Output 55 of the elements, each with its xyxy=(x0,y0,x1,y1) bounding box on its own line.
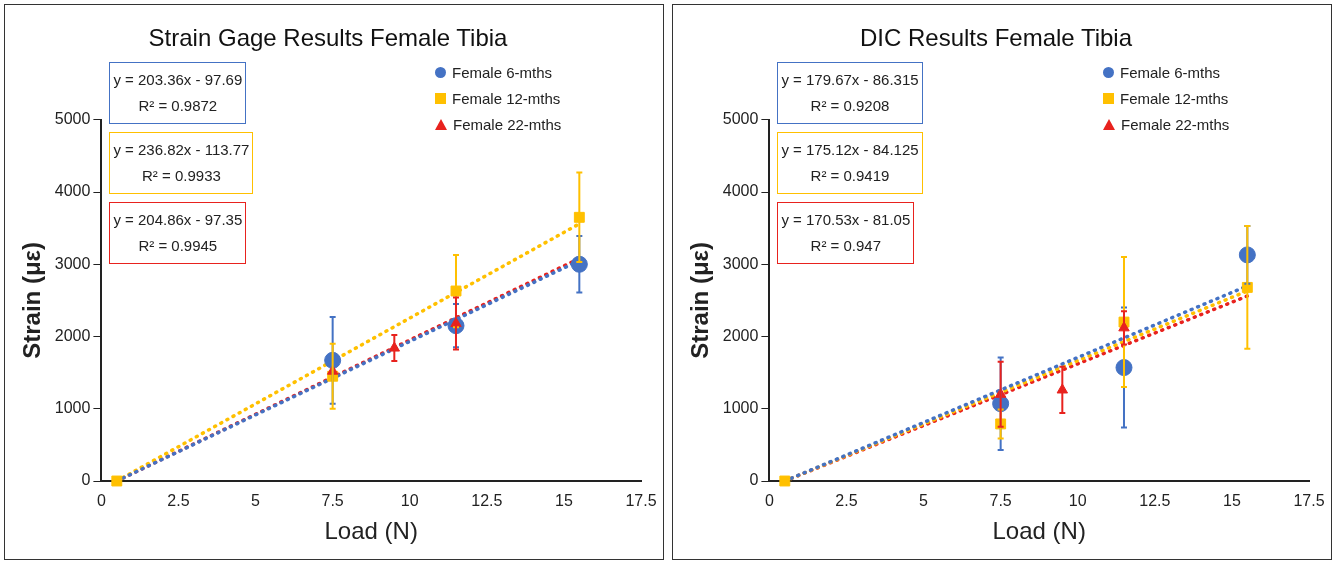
x-tick-label: 15 xyxy=(555,492,573,510)
legend-label: Female 6-mths xyxy=(1120,62,1221,83)
y-tick-label: 0 xyxy=(749,471,759,489)
y-tick-label: 1000 xyxy=(54,399,91,417)
y-tick-label: 0 xyxy=(81,471,91,489)
y-tick-label: 4000 xyxy=(54,182,91,200)
text: R² = 0.9872 xyxy=(137,95,219,116)
annotation: y = 170.53x - 81.05 xyxy=(781,209,911,230)
legend-label: Female 12-mths xyxy=(452,88,561,109)
x-tick-label: 15 xyxy=(1223,492,1241,510)
x-axis-title: Load (N) xyxy=(324,517,418,545)
legend-label: Female 22-mths xyxy=(1121,114,1230,135)
point xyxy=(111,475,123,487)
text: R² = 0.9208 xyxy=(809,95,891,116)
annotation: y = 236.82x - 113.77 xyxy=(113,139,250,160)
x-tick-label: 17.5 xyxy=(625,492,657,510)
y-tick-label: 1000 xyxy=(722,399,759,417)
text: y = 203.36x - 97.69 xyxy=(113,69,243,90)
x-axis-title: Load (N) xyxy=(992,517,1086,545)
annotation: y = 175.12x - 84.125 xyxy=(781,139,919,160)
chart-title: Strain Gage Results Female Tibia xyxy=(148,24,509,52)
x-tick-label: 10 xyxy=(400,492,419,510)
legend-label: Female 12-mths xyxy=(1120,88,1229,109)
x-tick-label: 2.5 xyxy=(167,492,190,510)
x-tick-label: 7.5 xyxy=(321,492,344,510)
annotation: R² = 0.9945 xyxy=(137,235,219,256)
point xyxy=(779,475,791,487)
x-tick-label: 17.5 xyxy=(1293,492,1325,510)
x-tick-label: 5 xyxy=(919,492,929,510)
annotation: R² = 0.9933 xyxy=(141,165,222,186)
point xyxy=(450,285,462,297)
y-tick-label: 3000 xyxy=(722,254,759,272)
x-tick-label: 7.5 xyxy=(989,492,1012,510)
y-tick-label: 2000 xyxy=(722,326,759,344)
y-tick-label: 5000 xyxy=(722,110,759,128)
y-tick-label: 3000 xyxy=(54,254,91,272)
legend-label: Female 22-mths xyxy=(453,114,562,135)
x-tick-label: 2.5 xyxy=(835,492,858,510)
x-tick-label: 12.5 xyxy=(1139,492,1171,510)
y-tick-label: 4000 xyxy=(722,182,759,200)
y-axis-title: Strain (με) xyxy=(18,242,46,359)
chart-title: DIC Results Female Tibia xyxy=(859,24,1133,52)
x-tick-label: 12.5 xyxy=(471,492,503,510)
y-tick-label: 2000 xyxy=(54,326,91,344)
x-tick-label: 5 xyxy=(251,492,261,510)
y-axis-title: Strain (με) xyxy=(686,242,714,359)
annotation: R² = 0.947 xyxy=(809,235,883,256)
x-tick-label: 0 xyxy=(764,492,774,510)
y-tick-label: 5000 xyxy=(54,110,91,128)
text: y = 179.67x - 86.315 xyxy=(781,69,919,90)
annotation: R² = 0.9419 xyxy=(809,165,891,186)
annotation: y = 204.86x - 97.35 xyxy=(113,209,243,230)
legend-label: Female 6-mths xyxy=(452,62,553,83)
x-tick-label: 0 xyxy=(96,492,106,510)
x-tick-label: 10 xyxy=(1068,492,1087,510)
